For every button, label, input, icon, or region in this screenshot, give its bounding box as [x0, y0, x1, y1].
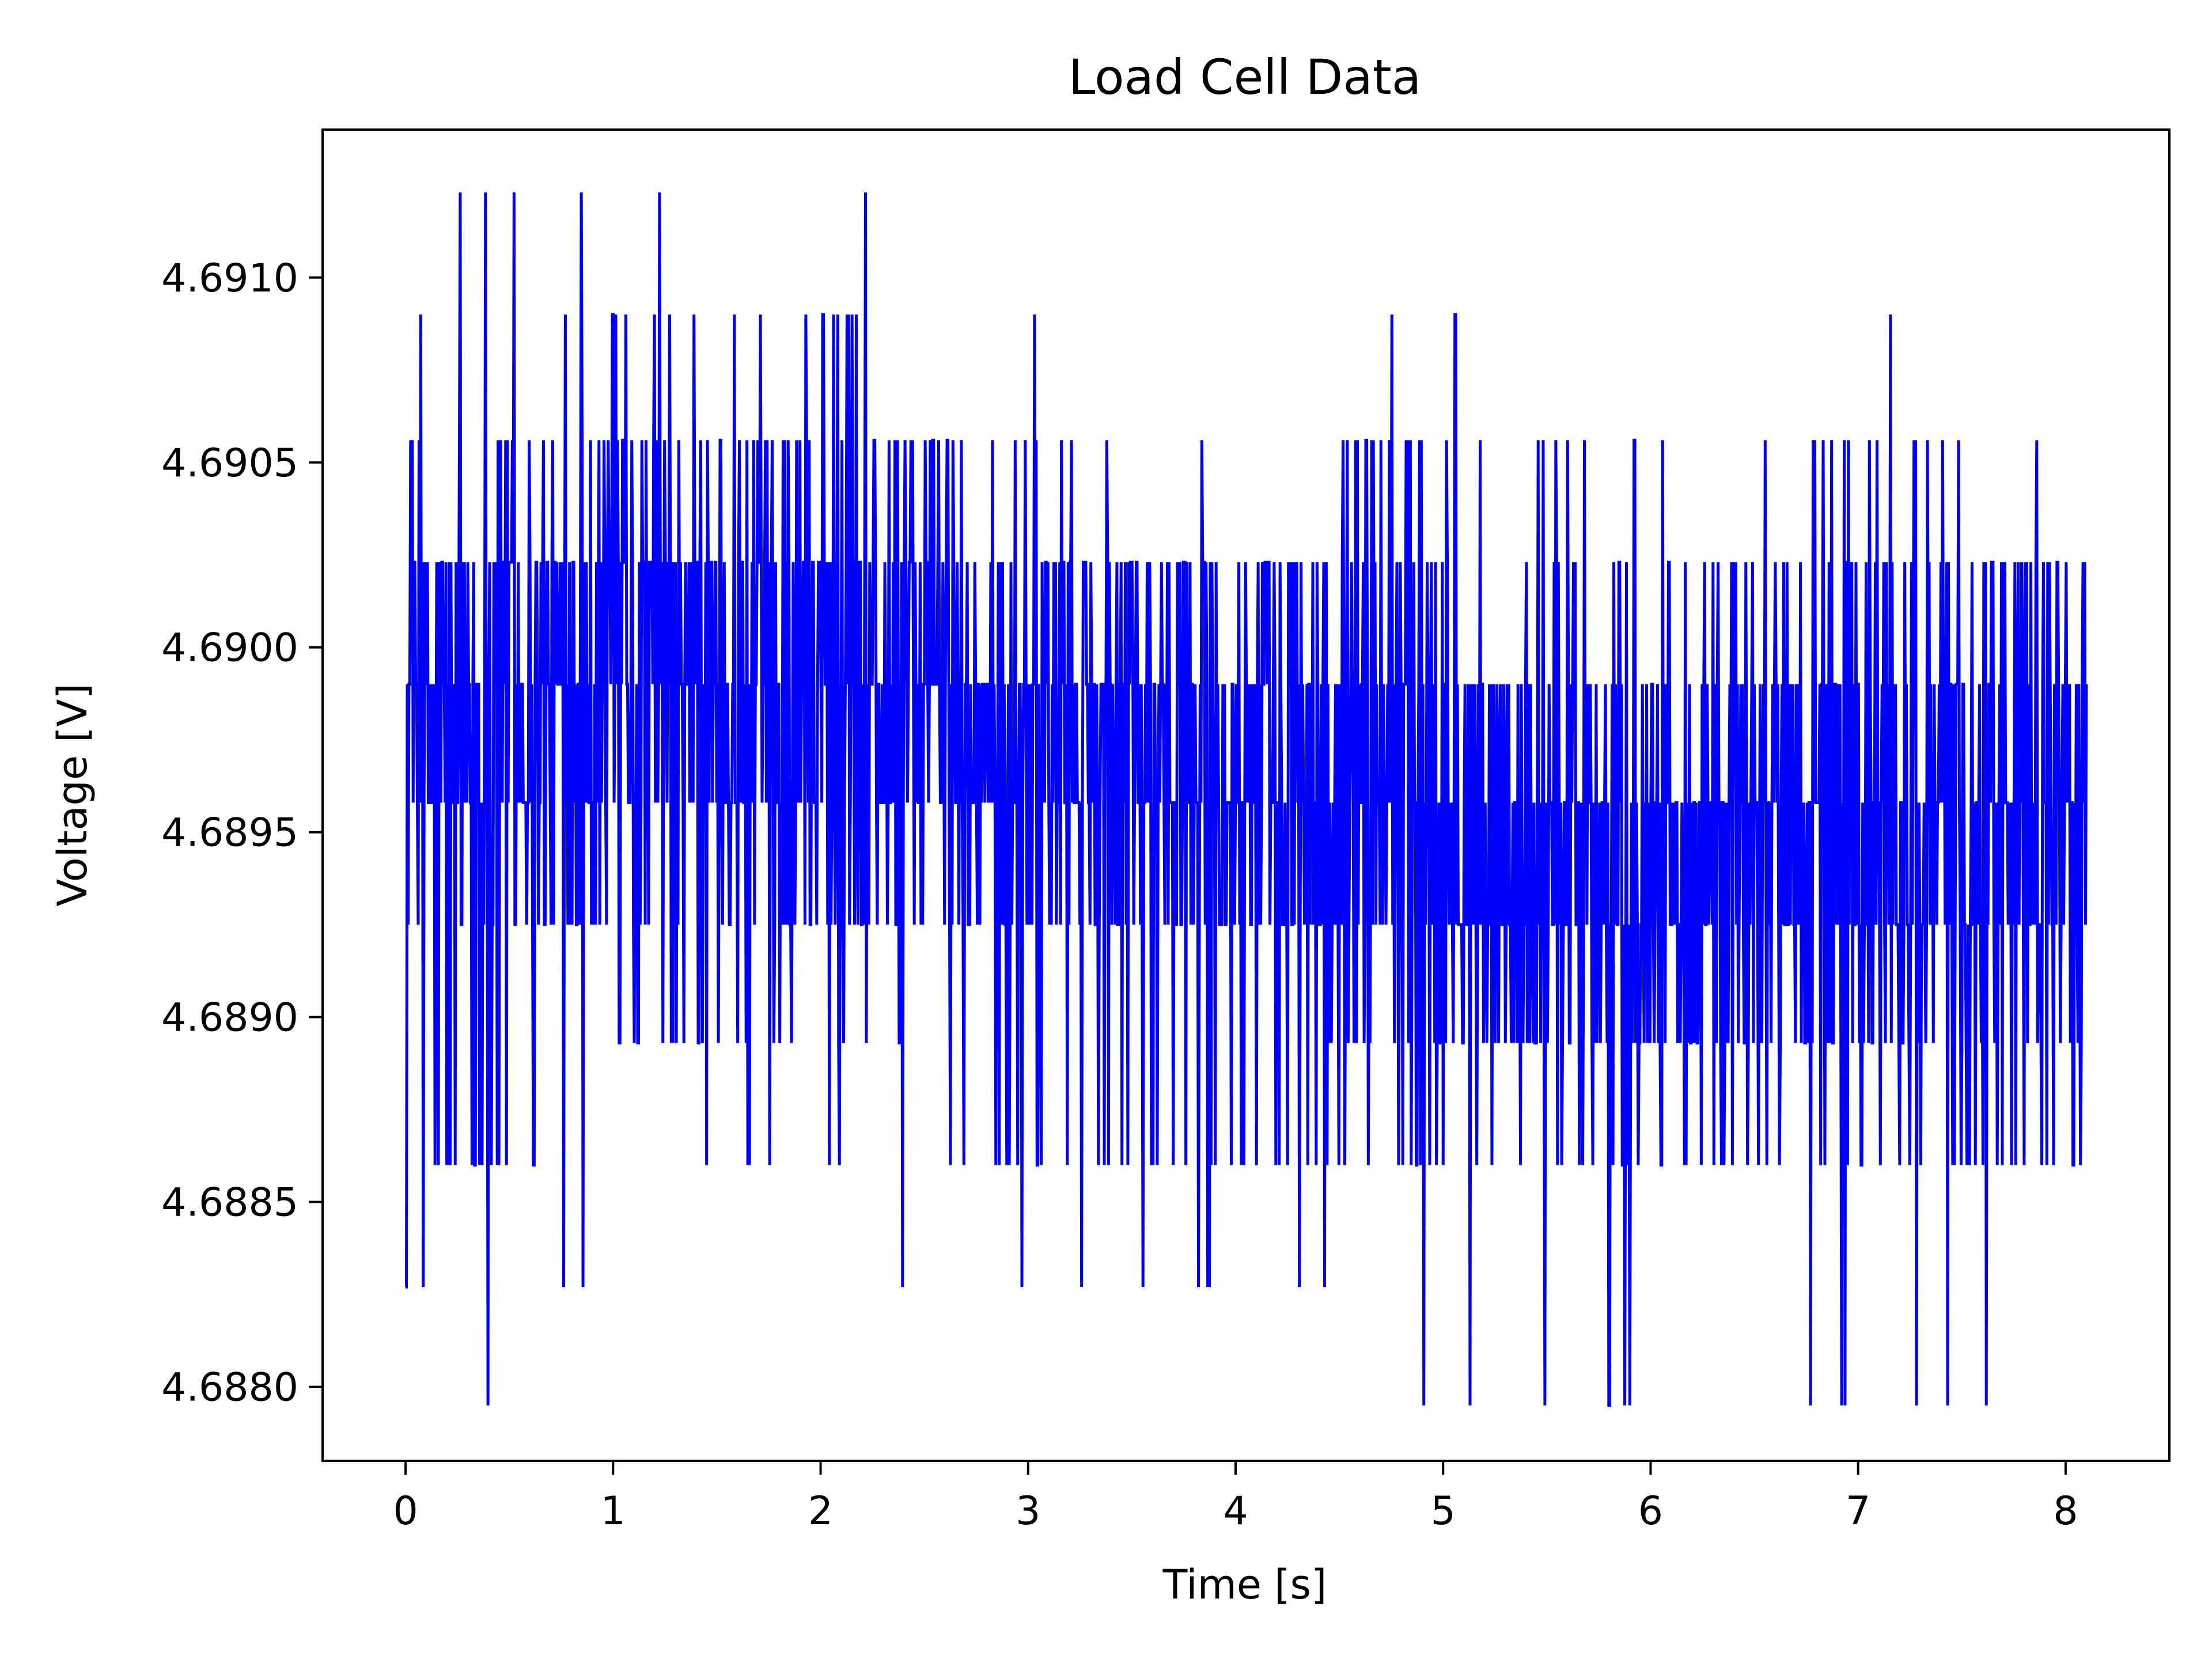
x-axis-label: Time [s]	[1162, 1561, 1327, 1608]
x-tick-label: 8	[2053, 1488, 2078, 1534]
y-tick-label: 4.6905	[161, 441, 298, 486]
y-tick-label: 4.6910	[161, 256, 298, 301]
x-tick-label: 2	[808, 1488, 833, 1534]
y-tick-label: 4.6900	[161, 626, 298, 671]
y-axis-label: Voltage [V]	[49, 683, 96, 906]
series-line	[405, 192, 2088, 1407]
axes-frame	[321, 128, 2171, 1462]
x-tick-label: 0	[393, 1488, 418, 1534]
y-tick-label: 4.6895	[161, 810, 298, 856]
y-tick-label: 4.6885	[161, 1180, 298, 1226]
x-tick-label: 5	[1431, 1488, 1456, 1534]
x-tick-label: 6	[1638, 1488, 1663, 1534]
chart-title: Load Cell Data	[1069, 49, 1422, 105]
x-tick-label: 7	[1846, 1488, 1870, 1534]
x-axis: 0 1 2 3 4 5 6 7 8	[393, 1461, 2078, 1534]
y-axis: 4.6880 4.6885 4.6890 4.6895 4.6900 4.6905 4.69…	[161, 256, 323, 1411]
y-tick-label: 4.6880	[161, 1365, 298, 1411]
x-tick-label: 3	[1016, 1488, 1040, 1534]
plot-area	[405, 192, 2088, 1407]
x-tick-label: 1	[601, 1488, 626, 1534]
x-tick-label: 4	[1223, 1488, 1248, 1534]
y-tick-label: 4.6890	[161, 995, 298, 1041]
